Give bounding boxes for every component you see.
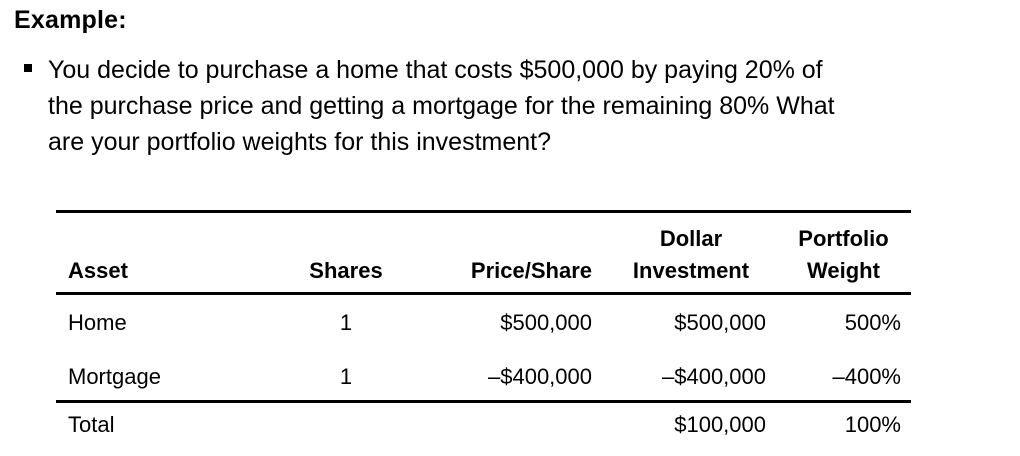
row-mortgage-shares: 1 bbox=[339, 364, 353, 389]
example-heading: Example: bbox=[14, 6, 127, 34]
row-home-price: $500,000 bbox=[500, 310, 592, 335]
question-text: You decide to purchase a home that costs… bbox=[48, 52, 1013, 160]
question-line-2: the purchase price and getting a mortgag… bbox=[48, 92, 835, 120]
header-weight-bottom: Weight bbox=[807, 258, 880, 283]
table-top-rule bbox=[56, 210, 911, 213]
row-home-weight: 500% bbox=[844, 310, 901, 335]
question-line-1: You decide to purchase a home that costs… bbox=[48, 56, 823, 84]
row-mortgage-weight: –400% bbox=[832, 364, 901, 389]
header-bottom-rule bbox=[56, 292, 911, 295]
header-dollar-top: Dollar bbox=[659, 226, 723, 251]
total-top-rule bbox=[56, 400, 911, 403]
row-mortgage-investment: –$400,000 bbox=[662, 364, 766, 389]
header-asset: Asset bbox=[68, 258, 128, 283]
row-total-asset: Total bbox=[68, 412, 115, 437]
row-home-investment: $500,000 bbox=[674, 310, 766, 335]
row-total-weight: 100% bbox=[844, 412, 901, 437]
header-dollar-bottom: Investment bbox=[632, 258, 750, 283]
row-home-shares: 1 bbox=[339, 310, 353, 335]
row-mortgage-asset: Mortgage bbox=[68, 364, 161, 389]
row-mortgage-price: –$400,000 bbox=[488, 364, 592, 389]
question-line-3: are your portfolio weights for this inve… bbox=[48, 128, 552, 156]
row-home-asset: Home bbox=[68, 310, 127, 335]
row-total-investment: $100,000 bbox=[674, 412, 766, 437]
header-shares: Shares bbox=[309, 258, 383, 283]
square-bullet-icon bbox=[24, 64, 32, 72]
header-price: Price/Share bbox=[470, 258, 592, 283]
header-weight-top: Portfolio bbox=[798, 226, 889, 251]
portfolio-table: Dollar Portfolio Asset Shares Price/Shar… bbox=[56, 210, 911, 450]
